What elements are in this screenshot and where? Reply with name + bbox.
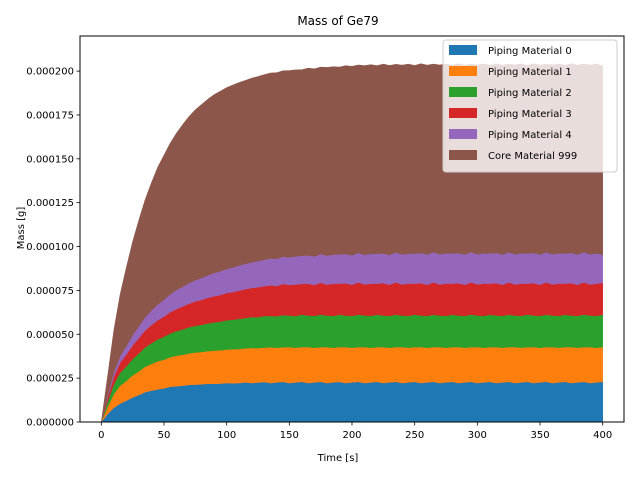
x-tick-label: 400	[593, 430, 612, 441]
y-tick-label: 0.000150	[26, 154, 74, 165]
y-tick-label: 0.000000	[26, 418, 74, 429]
legend-swatch	[449, 108, 477, 118]
legend-label: Piping Material 2	[488, 88, 572, 99]
legend-label: Piping Material 4	[488, 130, 572, 141]
y-tick-label: 0.000100	[26, 242, 74, 253]
legend-swatch	[449, 66, 477, 76]
x-tick-label: 300	[468, 430, 487, 441]
y-tick-label: 0.000075	[26, 286, 74, 297]
legend-label: Piping Material 3	[488, 109, 572, 120]
y-tick-label: 0.000025	[26, 374, 74, 385]
chart-title: Mass of Ge79	[297, 14, 378, 28]
legend-swatch	[449, 150, 477, 160]
legend: Piping Material 0 Piping Material 1 Piping…	[442, 39, 618, 173]
y-axis-label: Mass [g]	[16, 207, 27, 250]
x-axis-label: Time [s]	[317, 453, 359, 464]
y-axis-ticks: 0.000000 0.000025 0.000050 0.000075 0.000100…	[26, 67, 80, 429]
x-axis-ticks: 0 50 100 150 200 250 300 350 400	[98, 422, 612, 441]
legend-label: Piping Material 1	[488, 67, 572, 78]
legend-label: Core Material 999	[488, 151, 577, 162]
y-tick-label: 0.000175	[26, 110, 74, 121]
x-tick-label: 350	[530, 430, 549, 441]
x-tick-label: 200	[342, 430, 361, 441]
x-tick-label: 150	[280, 430, 299, 441]
y-tick-label: 0.000125	[26, 198, 74, 209]
legend-swatch	[449, 87, 477, 97]
legend-box	[442, 39, 618, 173]
plot-frame	[79, 35, 625, 423]
legend-swatch	[449, 45, 477, 55]
x-tick-label: 50	[158, 430, 171, 441]
y-tick-label: 0.000200	[26, 67, 74, 78]
y-tick-label: 0.000050	[26, 330, 74, 341]
x-tick-label: 0	[98, 430, 104, 441]
x-tick-label: 250	[405, 430, 424, 441]
x-tick-label: 100	[217, 430, 236, 441]
area-series-0	[100, 381, 603, 423]
legend-swatch	[449, 129, 477, 139]
legend-label: Piping Material 0	[488, 46, 572, 57]
legend-items: Piping Material 0 Piping Material 1 Piping…	[449, 45, 577, 162]
